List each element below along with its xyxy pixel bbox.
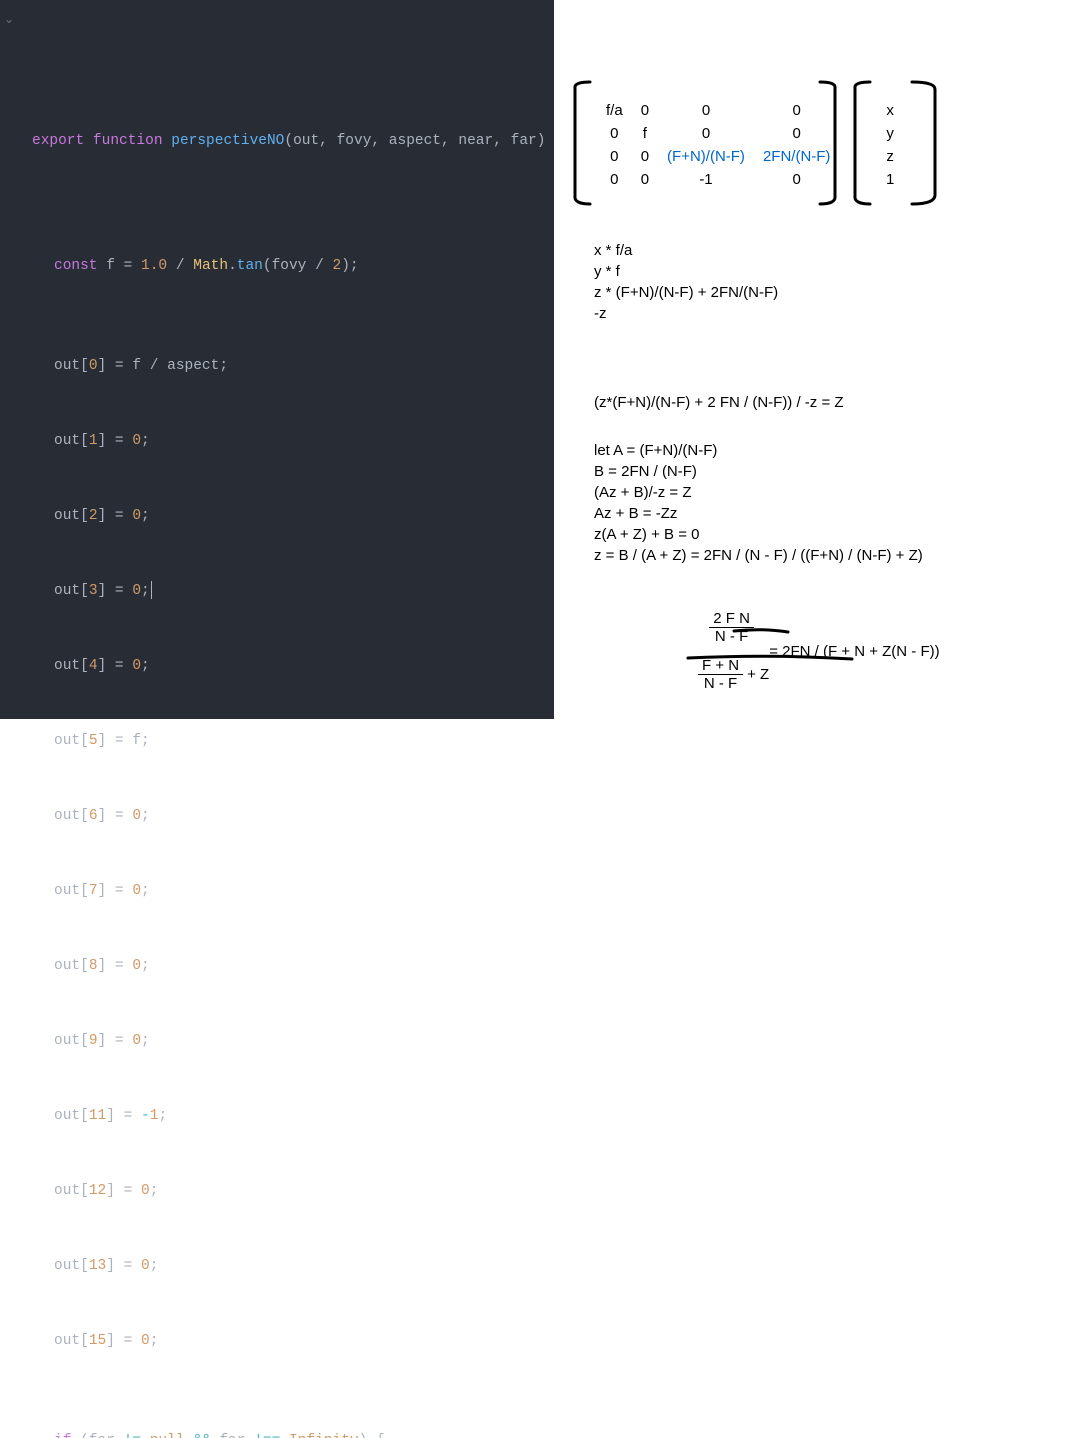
eq-line: let A = (F+N)/(N-F) xyxy=(594,440,923,461)
input-vector: x y z 1 xyxy=(878,98,902,192)
eq-line: (Az + B)/-z = Z xyxy=(594,482,923,503)
keyword-export: export xyxy=(32,133,84,149)
eq-line: z(A + Z) + B = 0 xyxy=(594,524,923,545)
text-cursor xyxy=(151,581,152,599)
params: (out, fovy, aspect, near, far) { xyxy=(284,133,562,149)
code-line[interactable]: out[11] = -1; xyxy=(0,1104,554,1129)
result-line: x * f/a xyxy=(594,240,778,261)
eq-line: Az + B = -Zz xyxy=(594,503,923,524)
fold-caret-icon[interactable]: ⌄ xyxy=(4,8,14,33)
matrix-left-bracket xyxy=(570,78,596,208)
code-line[interactable]: out[7] = 0; xyxy=(0,879,554,904)
result-line: -z xyxy=(594,303,778,324)
vector-right-bracket xyxy=(908,78,942,208)
code-editor-panel: ⌄ export function perspectiveNO(out, fov… xyxy=(0,0,554,719)
eq-line: z = B / (A + Z) = 2FN / (N - F) / ((F+N)… xyxy=(594,545,923,566)
scribble-overline-top xyxy=(732,626,792,636)
code-line[interactable]: out[4] = 0; xyxy=(0,654,554,679)
code-line[interactable]: out[3] = 0; xyxy=(0,579,554,604)
scribble-midline xyxy=(686,652,856,664)
code-line[interactable]: out[15] = 0; xyxy=(0,1329,554,1354)
code-line[interactable]: out[8] = 0; xyxy=(0,954,554,979)
result-line: y * f xyxy=(594,261,778,282)
function-name: perspectiveNO xyxy=(171,133,284,149)
code-line[interactable]: out[12] = 0; xyxy=(0,1179,554,1204)
math-notes-panel: f/a000 0f00 00(F+N)/(N-F)2FN/(N-F) 00-10… xyxy=(554,0,1075,719)
code-line[interactable]: out[2] = 0; xyxy=(0,504,554,529)
code-line[interactable]: out[13] = 0; xyxy=(0,1254,554,1279)
code-line[interactable]: out[9] = 0; xyxy=(0,1029,554,1054)
vector-left-bracket xyxy=(850,78,876,208)
code-line[interactable]: if (far != null && far !== Infinity) { xyxy=(0,1429,554,1438)
result-line: z * (F+N)/(N-F) + 2FN/(N-F) xyxy=(594,282,778,303)
equation-derivation: let A = (F+N)/(N-F) B = 2FN / (N-F) (Az … xyxy=(594,440,923,566)
code-line[interactable]: out[1] = 0; xyxy=(0,429,554,454)
multiplication-result: x * f/a y * f z * (F+N)/(N-F) + 2FN/(N-F… xyxy=(594,240,778,324)
code-line[interactable]: export function perspectiveNO(out, fovy,… xyxy=(0,129,554,154)
final-fraction-equation: 2 F N N - F F + N N - F + Z = 2FN / (F +… xyxy=(694,610,940,692)
equation-z: (z*(F+N)/(N-F) + 2 FN / (N-F)) / -z = Z xyxy=(594,394,844,411)
code-line[interactable]: out[5] = f; xyxy=(0,729,554,754)
eq-line: B = 2FN / (N-F) xyxy=(594,461,923,482)
projection-matrix: f/a000 0f00 00(F+N)/(N-F)2FN/(N-F) 00-10 xyxy=(596,98,840,192)
code-line[interactable]: out[6] = 0; xyxy=(0,804,554,829)
keyword-function: function xyxy=(93,133,163,149)
plus-z: + Z xyxy=(747,666,769,683)
code-line[interactable]: out[0] = f / aspect; xyxy=(0,354,554,379)
code-line[interactable]: const f = 1.0 / Math.tan(fovy / 2); xyxy=(0,254,554,279)
frac-denom: N - F xyxy=(700,675,741,692)
